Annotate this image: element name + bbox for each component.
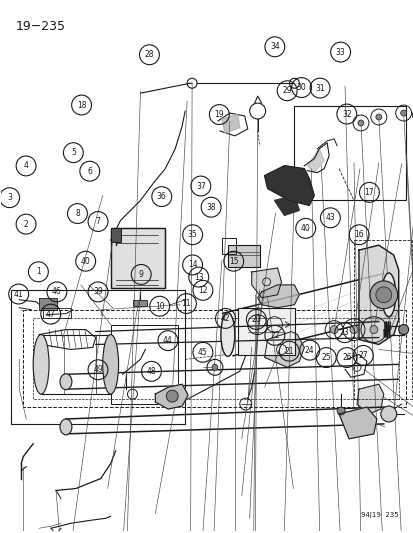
Text: 1: 1 xyxy=(36,267,40,276)
Bar xyxy=(11,290,185,424)
Text: 22: 22 xyxy=(269,331,279,340)
Polygon shape xyxy=(155,384,188,409)
Text: 49: 49 xyxy=(93,365,103,374)
Text: 42: 42 xyxy=(220,314,230,323)
Text: 39: 39 xyxy=(93,287,103,296)
Text: 29: 29 xyxy=(282,86,291,95)
Text: 11: 11 xyxy=(181,299,191,308)
Text: 24: 24 xyxy=(304,345,314,354)
Text: 6: 6 xyxy=(87,167,92,176)
Circle shape xyxy=(336,407,344,415)
Circle shape xyxy=(369,281,397,309)
Text: 16: 16 xyxy=(354,230,363,239)
Bar xyxy=(43,308,71,318)
Text: 3: 3 xyxy=(7,193,12,202)
Polygon shape xyxy=(221,114,239,133)
Bar xyxy=(221,238,235,254)
Circle shape xyxy=(211,365,217,370)
Text: 45: 45 xyxy=(197,348,207,357)
Ellipse shape xyxy=(381,273,395,317)
Ellipse shape xyxy=(60,419,72,435)
Text: 13: 13 xyxy=(194,272,203,281)
Bar xyxy=(353,240,411,399)
Text: 8: 8 xyxy=(75,209,80,218)
Bar xyxy=(110,228,165,288)
Bar xyxy=(110,228,165,288)
Text: 2: 2 xyxy=(24,220,28,229)
Text: 20: 20 xyxy=(251,315,261,324)
Text: 43: 43 xyxy=(325,213,335,222)
Bar xyxy=(23,310,405,407)
Text: 32: 32 xyxy=(341,109,351,118)
Ellipse shape xyxy=(60,374,72,390)
Text: 5: 5 xyxy=(71,148,76,157)
Bar xyxy=(237,308,295,356)
Polygon shape xyxy=(264,166,313,205)
Text: 12: 12 xyxy=(198,286,207,295)
Circle shape xyxy=(369,326,377,334)
Ellipse shape xyxy=(33,335,49,394)
Bar xyxy=(133,300,147,306)
Text: 4: 4 xyxy=(24,161,28,171)
Text: 17: 17 xyxy=(364,188,373,197)
Text: 46: 46 xyxy=(52,287,62,296)
Text: 41: 41 xyxy=(14,289,24,298)
Polygon shape xyxy=(306,149,323,173)
Text: 28: 28 xyxy=(144,50,154,59)
Text: 10: 10 xyxy=(154,302,164,311)
Polygon shape xyxy=(274,196,299,215)
Text: 18: 18 xyxy=(77,101,86,109)
Circle shape xyxy=(380,406,396,422)
Text: 94J19  235: 94J19 235 xyxy=(360,512,398,518)
Text: 7: 7 xyxy=(95,217,100,226)
Polygon shape xyxy=(338,407,376,439)
Circle shape xyxy=(166,390,178,402)
Text: 30: 30 xyxy=(296,83,306,92)
Text: 15: 15 xyxy=(228,257,238,266)
Text: 19−235: 19−235 xyxy=(15,20,65,33)
Bar xyxy=(39,298,57,310)
Text: 36: 36 xyxy=(157,192,166,201)
Bar xyxy=(227,245,259,267)
Text: 23: 23 xyxy=(339,328,349,337)
Text: 44: 44 xyxy=(163,336,172,345)
Ellipse shape xyxy=(102,335,118,394)
Text: 19: 19 xyxy=(214,110,223,119)
Circle shape xyxy=(375,287,391,303)
Text: 9: 9 xyxy=(138,270,143,279)
Text: 14: 14 xyxy=(188,261,197,269)
Text: 47: 47 xyxy=(46,310,55,319)
Text: 40: 40 xyxy=(81,257,90,266)
Bar xyxy=(294,106,405,200)
Circle shape xyxy=(375,114,381,120)
Polygon shape xyxy=(356,384,383,414)
Polygon shape xyxy=(257,285,299,308)
Text: 33: 33 xyxy=(335,47,345,56)
Circle shape xyxy=(357,120,363,126)
Ellipse shape xyxy=(221,313,234,357)
Circle shape xyxy=(330,326,337,334)
Text: 48: 48 xyxy=(146,367,156,376)
Circle shape xyxy=(349,326,357,334)
Ellipse shape xyxy=(398,325,408,335)
Polygon shape xyxy=(358,245,398,344)
Circle shape xyxy=(400,110,406,116)
Text: 26: 26 xyxy=(341,353,351,362)
Bar xyxy=(33,318,398,399)
Text: 38: 38 xyxy=(206,203,216,212)
Text: 31: 31 xyxy=(315,84,324,93)
Text: 25: 25 xyxy=(320,353,330,362)
Text: 40: 40 xyxy=(300,224,310,233)
Text: 35: 35 xyxy=(187,230,197,239)
Text: 37: 37 xyxy=(195,182,205,190)
Bar xyxy=(110,228,120,242)
Polygon shape xyxy=(264,332,304,367)
Text: 21: 21 xyxy=(284,346,293,356)
Text: 34: 34 xyxy=(269,42,279,51)
Bar xyxy=(110,325,178,404)
Polygon shape xyxy=(251,268,281,298)
Text: 27: 27 xyxy=(358,351,367,360)
